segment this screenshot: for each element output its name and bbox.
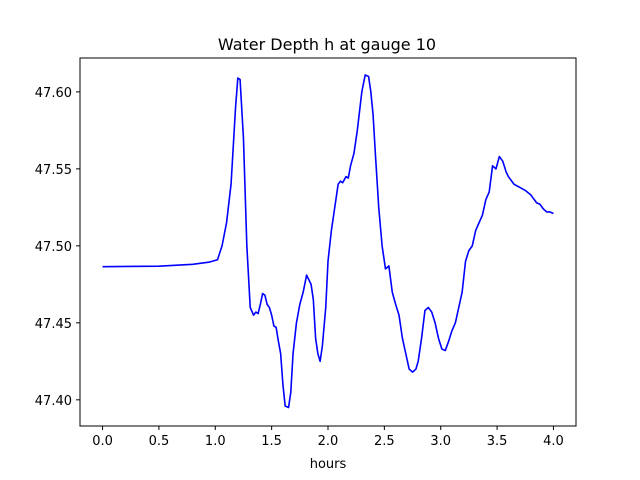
y-tick-label: 47.50	[35, 240, 72, 255]
y-tick-label: 47.45	[35, 317, 72, 332]
x-axis-label: hours	[310, 457, 347, 472]
x-tick-label: 4.0	[543, 434, 564, 449]
x-axis: 0.0 0.5 1.0 1.5 2.0 2.5 3.0 3.5 4.0	[92, 426, 564, 449]
y-tick-label: 47.60	[35, 86, 72, 101]
x-tick-label: 0.5	[149, 434, 170, 449]
plot-frame	[79, 57, 577, 427]
x-tick-label: 0.0	[92, 434, 113, 449]
y-tick-label: 47.40	[35, 394, 72, 409]
x-tick-label: 2.5	[374, 434, 395, 449]
y-axis: 47.40 47.45 47.50 47.55 47.60	[35, 86, 80, 409]
series-line	[102, 74, 554, 409]
x-tick-label: 2.0	[318, 434, 339, 449]
x-tick-label: 3.5	[487, 434, 508, 449]
chart-title: Water Depth h at gauge 10	[218, 35, 436, 54]
x-tick-label: 1.0	[205, 434, 226, 449]
x-tick-label: 3.0	[430, 434, 451, 449]
y-tick-label: 47.55	[35, 163, 72, 178]
x-tick-label: 1.5	[261, 434, 282, 449]
